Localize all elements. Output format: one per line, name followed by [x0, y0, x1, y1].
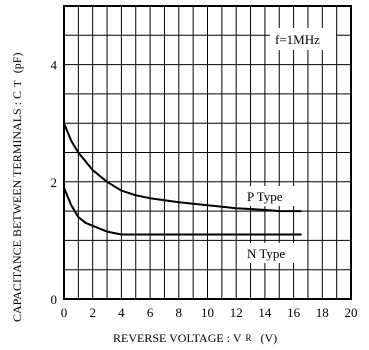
x-axis-label-main: REVERSE VOLTAGE : V: [113, 331, 242, 345]
x-tick-label: 6: [147, 305, 154, 320]
series-label-p-type: P Type: [247, 189, 283, 204]
y-axis-label-unit: (pF): [10, 53, 24, 74]
x-tick-label: 2: [89, 305, 96, 320]
x-tick-label: 18: [316, 305, 329, 320]
x-tick-label: 14: [258, 305, 272, 320]
series-label-n-type: N Type: [247, 246, 285, 261]
data-curves: [63, 28, 336, 263]
y-axis-label: CAPACITANCE BETWEEN TERMINALS : C T (pF): [10, 53, 24, 322]
series-label-mask: [244, 186, 296, 206]
y-tick-label: 4: [51, 58, 58, 73]
series-line-p-type: [63, 122, 302, 213]
x-tick-label: 12: [230, 305, 243, 320]
frequency-annotation: f=1MHz: [275, 32, 320, 47]
annotation-mask: [270, 28, 336, 50]
x-axis-label-subscript: R: [246, 333, 252, 343]
y-axis-label-subscript: T: [12, 80, 24, 87]
series-label-mask: [244, 243, 296, 263]
x-tick-label: 20: [345, 305, 358, 320]
x-tick-labels: 0 2 4 6 8 10 12 14 16 18 20: [61, 305, 358, 320]
x-tick-label: 0: [61, 305, 68, 320]
x-tick-label: 8: [176, 305, 183, 320]
y-axis-label-main: CAPACITANCE BETWEEN TERMINALS : C: [10, 91, 24, 322]
y-tick-labels: 0 2 4: [51, 58, 58, 307]
x-axis-label: REVERSE VOLTAGE : V R (V): [113, 331, 277, 345]
x-tick-label: 4: [118, 305, 125, 320]
series-line-n-type: [63, 186, 302, 236]
plot-frame: [63, 5, 352, 300]
y-tick-label: 2: [51, 175, 58, 190]
x-tick-label: 16: [287, 305, 301, 320]
x-axis-label-unit: (V): [261, 331, 278, 345]
x-tick-label: 10: [201, 305, 214, 320]
y-tick-label: 0: [51, 292, 58, 307]
